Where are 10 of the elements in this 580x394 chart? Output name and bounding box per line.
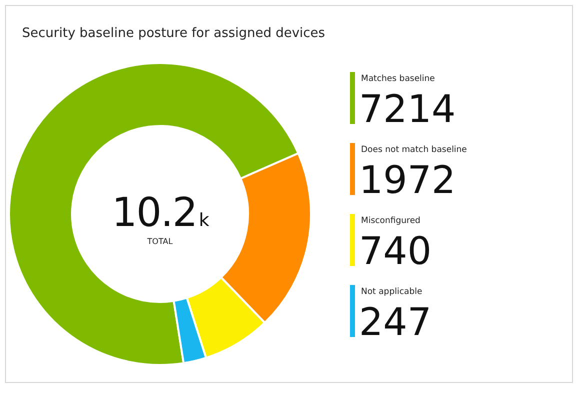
text: TOTAL — [146, 237, 174, 246]
chart-title: Security baseline posture for assigned devices — [22, 26, 326, 41]
data-label: 247 — [359, 300, 432, 344]
data-label: 7214 — [359, 87, 456, 131]
legend-label: Does not match baseline — [361, 145, 467, 155]
legend-label: Not applicable — [361, 287, 422, 297]
data-label: 740 — [359, 229, 432, 273]
legend-label: Matches baseline — [361, 74, 435, 84]
legend-label: Misconfigured — [361, 216, 420, 226]
data-label: 1972 — [359, 158, 456, 202]
